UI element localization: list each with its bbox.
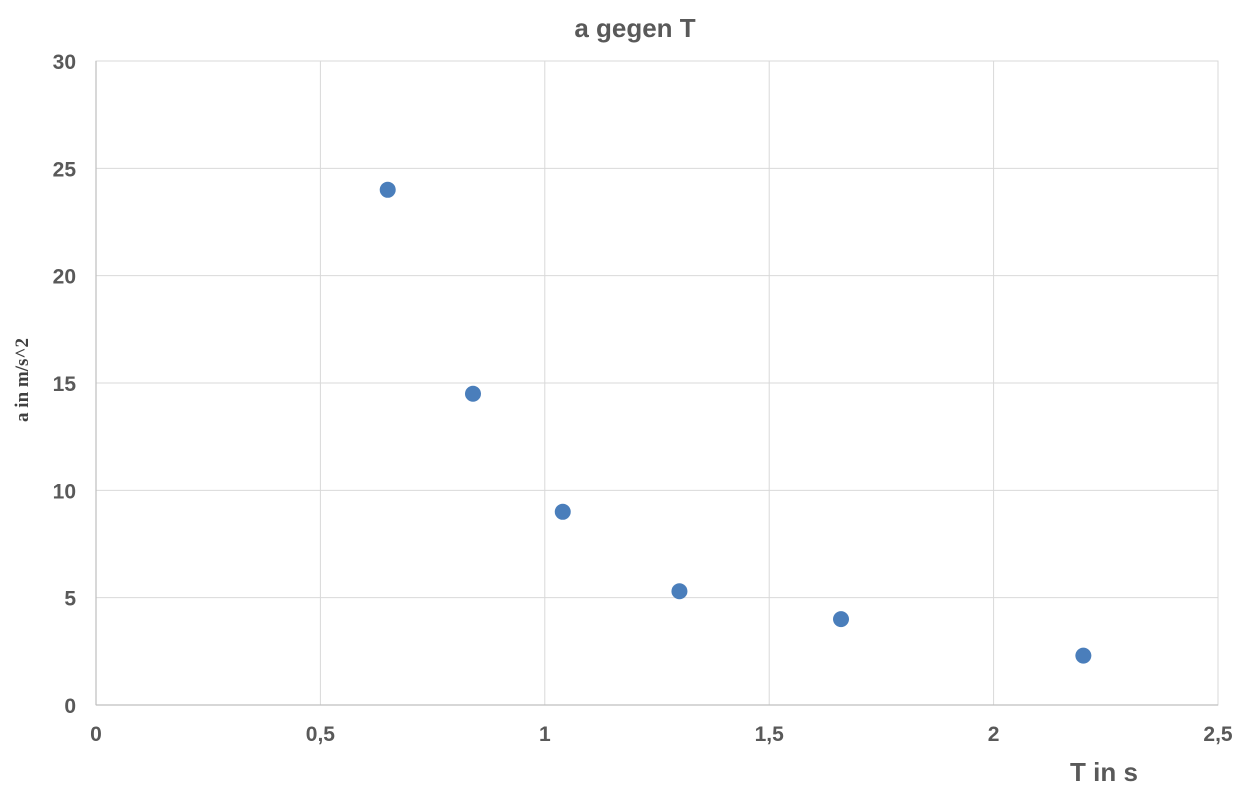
data-points — [379, 181, 1092, 664]
y-tick-label: 15 — [53, 373, 77, 396]
y-tick-label: 20 — [53, 266, 76, 289]
y-axis-label: a in m/s^2 — [12, 338, 33, 422]
y-axis-ticks: 0 5 10 15 20 25 30 — [53, 51, 77, 718]
data-point — [554, 503, 571, 520]
axes — [95, 61, 1218, 706]
x-axis-label: T in s — [1070, 757, 1138, 787]
data-point — [379, 181, 396, 198]
data-point — [1075, 647, 1092, 664]
x-tick-label: 0 — [90, 723, 102, 746]
x-tick-label: 1,5 — [755, 723, 785, 746]
y-tick-label: 0 — [64, 695, 76, 718]
y-tick-label: 30 — [53, 51, 76, 74]
y-tick-label: 10 — [53, 480, 76, 503]
x-axis-ticks: 0 0,5 1 1,5 2 2,5 — [90, 723, 1233, 746]
y-tick-label: 25 — [53, 158, 77, 181]
chart-title: a gegen T — [574, 13, 695, 43]
data-point — [833, 611, 850, 628]
data-point — [464, 385, 481, 402]
data-point — [671, 583, 688, 600]
x-tick-label: 2,5 — [1203, 723, 1233, 746]
x-tick-label: 1 — [539, 723, 551, 746]
x-tick-label: 2 — [988, 723, 1000, 746]
grid-lines — [95, 60, 1219, 706]
y-tick-label: 5 — [64, 588, 76, 611]
x-tick-label: 0,5 — [306, 723, 336, 746]
